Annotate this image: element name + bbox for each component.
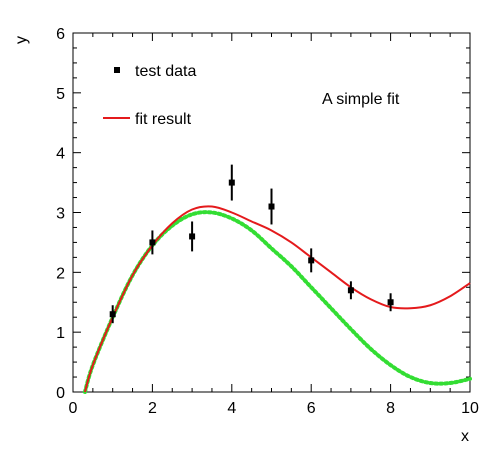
fit-curve-path (83, 205, 471, 393)
data-point (109, 311, 116, 318)
data-point (308, 257, 315, 264)
x-tick-label: 2 (148, 400, 157, 417)
data-point (387, 299, 394, 306)
y-tick-label: 6 (56, 26, 65, 43)
fit-result-curve (83, 205, 471, 393)
y-tick-label: 1 (56, 325, 65, 342)
legend-marker-test-data (114, 67, 120, 73)
legend: test data fit result (103, 63, 196, 128)
x-tick-label: 6 (307, 400, 316, 417)
y-axis-title: y (13, 36, 30, 44)
x-axis-title: x (461, 428, 469, 445)
data-point (268, 203, 275, 210)
data-point (189, 233, 196, 240)
data-point (149, 239, 156, 246)
y-tick-label: 4 (56, 146, 65, 163)
y-tick-label: 0 (56, 385, 65, 402)
legend-label-fit-result: fit result (135, 111, 192, 128)
y-tick-label: 2 (56, 265, 65, 282)
legend-label-test-data: test data (135, 63, 196, 80)
green-dotted-curve (82, 210, 472, 394)
x-tick-label: 10 (461, 400, 479, 417)
axis-ticks: 0 2 4 6 8 10 0 1 2 3 4 5 6 (56, 26, 479, 417)
data-point (228, 179, 235, 186)
x-tick-label: 0 (69, 400, 78, 417)
x-tick-label: 4 (227, 400, 236, 417)
data-point (347, 287, 354, 294)
y-tick-label: 3 (56, 206, 65, 223)
test-data-points (109, 164, 394, 324)
chart-annotation: A simple fit (322, 91, 400, 108)
y-tick-label: 5 (56, 86, 65, 103)
green-curve-path (82, 210, 472, 394)
x-tick-label: 8 (386, 400, 395, 417)
